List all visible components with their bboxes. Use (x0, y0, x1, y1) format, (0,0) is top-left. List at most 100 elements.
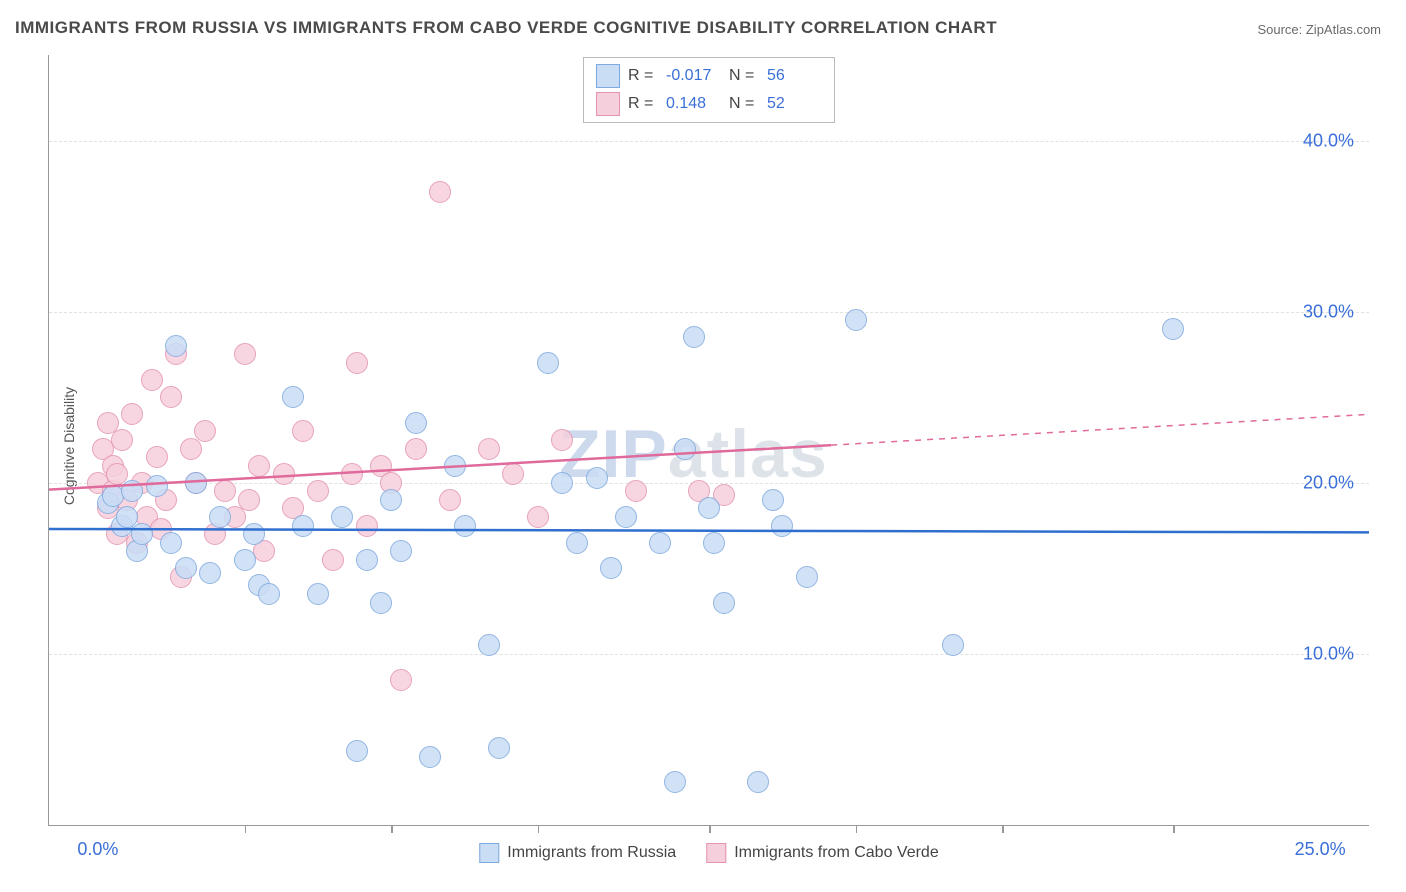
x-tick-mark (1173, 825, 1175, 833)
y-tick-label: 20.0% (1303, 472, 1354, 493)
legend-series: Immigrants from Russia Immigrants from C… (479, 843, 938, 863)
point-russia (282, 386, 304, 408)
gridline-h (49, 483, 1369, 484)
point-russia (478, 634, 500, 656)
watermark-zip: ZIP (559, 416, 668, 492)
point-cabo (234, 343, 256, 365)
point-russia (307, 583, 329, 605)
n-value-russia: 56 (767, 67, 822, 85)
point-russia (488, 737, 510, 759)
point-russia (942, 634, 964, 656)
legend-label-russia: Immigrants from Russia (507, 844, 676, 862)
point-russia (131, 523, 153, 545)
legend-item-cabo: Immigrants from Cabo Verde (706, 843, 939, 863)
point-russia (586, 467, 608, 489)
source-label: Source: ZipAtlas.com (1257, 22, 1381, 37)
n-label-2: N = (729, 95, 759, 113)
point-cabo (141, 369, 163, 391)
trend-line-cabo-dashed (831, 414, 1369, 445)
point-cabo (341, 463, 363, 485)
point-russia (185, 472, 207, 494)
point-russia (551, 472, 573, 494)
point-cabo (322, 549, 344, 571)
point-cabo (248, 455, 270, 477)
x-tick-mark (245, 825, 247, 833)
point-cabo (527, 506, 549, 528)
point-russia (331, 506, 353, 528)
x-tick-mark (391, 825, 393, 833)
swatch-small-cabo (706, 843, 726, 863)
point-cabo (551, 429, 573, 451)
swatch-russia (596, 64, 620, 88)
point-russia (146, 475, 168, 497)
point-cabo (292, 420, 314, 442)
point-russia (683, 326, 705, 348)
x-tick-label: 25.0% (1295, 839, 1346, 860)
point-russia (537, 352, 559, 374)
point-cabo (346, 352, 368, 374)
point-russia (160, 532, 182, 554)
point-cabo (390, 669, 412, 691)
point-russia (199, 562, 221, 584)
point-russia (356, 549, 378, 571)
point-russia (390, 540, 412, 562)
point-russia (600, 557, 622, 579)
point-russia (209, 506, 231, 528)
point-russia (454, 515, 476, 537)
point-russia (664, 771, 686, 793)
point-cabo (146, 446, 168, 468)
x-tick-mark (538, 825, 540, 833)
n-label: N = (729, 67, 759, 85)
point-russia (771, 515, 793, 537)
point-russia (405, 412, 427, 434)
point-russia (1162, 318, 1184, 340)
legend-correlation-box: R = -0.017 N = 56 R = 0.148 N = 52 (583, 57, 835, 123)
swatch-small-russia (479, 843, 499, 863)
r-label-2: R = (628, 95, 658, 113)
point-russia (713, 592, 735, 614)
point-russia (258, 583, 280, 605)
n-value-cabo: 52 (767, 95, 822, 113)
point-russia (698, 497, 720, 519)
point-cabo (273, 463, 295, 485)
x-tick-label: 0.0% (77, 839, 118, 860)
point-russia (243, 523, 265, 545)
point-russia (747, 771, 769, 793)
y-tick-label: 30.0% (1303, 301, 1354, 322)
point-cabo (121, 403, 143, 425)
legend-label-cabo: Immigrants from Cabo Verde (734, 844, 939, 862)
point-russia (566, 532, 588, 554)
point-cabo (307, 480, 329, 502)
point-cabo (194, 420, 216, 442)
point-russia (703, 532, 725, 554)
point-russia (845, 309, 867, 331)
point-russia (175, 557, 197, 579)
gridline-h (49, 141, 1369, 142)
point-cabo (502, 463, 524, 485)
point-russia (444, 455, 466, 477)
point-russia (121, 480, 143, 502)
point-cabo (429, 181, 451, 203)
point-russia (796, 566, 818, 588)
x-tick-mark (1002, 825, 1004, 833)
point-russia (234, 549, 256, 571)
point-russia (615, 506, 637, 528)
legend-item-russia: Immigrants from Russia (479, 843, 676, 863)
chart-container: IMMIGRANTS FROM RUSSIA VS IMMIGRANTS FRO… (0, 0, 1406, 892)
point-russia (370, 592, 392, 614)
point-cabo (439, 489, 461, 511)
r-label: R = (628, 67, 658, 85)
y-tick-label: 40.0% (1303, 130, 1354, 151)
legend-row-russia: R = -0.017 N = 56 (596, 62, 822, 90)
x-tick-mark (856, 825, 858, 833)
legend-row-cabo: R = 0.148 N = 52 (596, 90, 822, 118)
point-cabo (478, 438, 500, 460)
point-cabo (214, 480, 236, 502)
point-cabo (356, 515, 378, 537)
point-cabo (625, 480, 647, 502)
gridline-h (49, 654, 1369, 655)
swatch-cabo (596, 92, 620, 116)
point-cabo (180, 438, 202, 460)
r-value-cabo: 0.148 (666, 95, 721, 113)
plot-area: ZIPatlas R = -0.017 N = 56 R = 0.148 N =… (48, 55, 1369, 826)
